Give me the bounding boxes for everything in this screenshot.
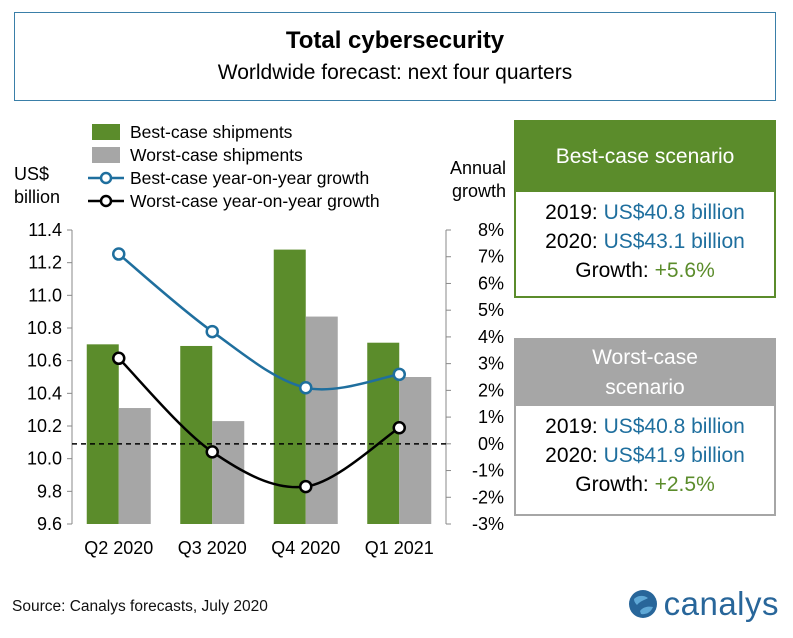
left-tick-label: 9.6	[37, 514, 62, 534]
bar-best-0	[86, 344, 119, 524]
worst-case-2020: 2020: US$41.9 billion	[516, 441, 774, 470]
worst-case-2020-value: US$41.9 billion	[603, 444, 745, 467]
y2-axis-label-line2: growth	[452, 181, 506, 201]
growth-line-best	[117, 253, 400, 391]
legend-label: Best-case shipments	[130, 122, 293, 142]
legend-label: Best-case year-on-year growth	[130, 168, 369, 188]
growth-point-worst-0	[112, 351, 126, 366]
x-tick-label: Q1 2021	[365, 538, 434, 558]
canalys-logo: canalys	[628, 585, 779, 623]
legend-marker	[99, 194, 113, 208]
worst-case-growth-value: +2.5%	[654, 473, 715, 496]
right-tick-label: 7%	[478, 247, 504, 267]
best-case-2019-label: 2019:	[545, 201, 604, 224]
right-tick-label: 2%	[478, 380, 504, 400]
left-tick-label: 10.8	[27, 318, 62, 338]
chart-title: Total cybersecurity	[285, 27, 505, 54]
best-case-growth-value: +5.6%	[654, 259, 715, 282]
growth-point-best-3	[392, 367, 406, 382]
best-case-header: Best-case scenario	[516, 122, 774, 192]
bar-worst-1	[212, 421, 245, 524]
source-note: Source: Canalys forecasts, July 2020	[12, 598, 268, 615]
left-tick-label: 11.2	[28, 253, 62, 273]
worst-case-growth: Growth: +2.5%	[516, 470, 774, 499]
left-tick-label: 10.6	[27, 351, 62, 371]
growth-point-best-0	[112, 247, 126, 261]
chart-subtitle: Worldwide forecast: next four quarters	[217, 61, 573, 84]
right-tick-label: 6%	[478, 273, 504, 293]
left-tick-label: 10.0	[27, 449, 62, 469]
right-tick-label: 3%	[478, 354, 504, 374]
legend-swatch	[92, 124, 120, 140]
bar-best-1	[180, 345, 213, 524]
globe-icon	[628, 590, 657, 618]
best-case-2020-label: 2020:	[545, 230, 604, 253]
worst-case-2019-label: 2019:	[545, 415, 604, 438]
best-case-growth: Growth: +5.6%	[516, 256, 774, 285]
x-tick-label: Q4 2020	[271, 538, 340, 558]
best-case-2019: 2019: US$40.8 billion	[516, 198, 774, 227]
growth-point-best-2	[299, 380, 313, 395]
legend-marker	[99, 171, 113, 185]
right-tick-label: 0%	[478, 434, 504, 454]
chart: 11.4 11.2 11.0 10.8 10.6 10.4 10.2 10.0 9.8 9.6 8%…	[14, 122, 506, 558]
y-axis-label-line2: billion	[14, 187, 60, 207]
growth-line-worst	[117, 357, 400, 489]
growth-point-worst-1	[205, 445, 219, 459]
worst-case-panel: Worst-case scenario 2019: US$40.8 billio…	[514, 338, 776, 516]
legend-label: Worst-case year-on-year growth	[130, 191, 380, 211]
best-case-panel: Best-case scenario 2019: US$40.8 billion…	[514, 120, 776, 298]
best-case-growth-label: Growth:	[575, 259, 655, 282]
left-tick-label: 10.2	[27, 416, 62, 436]
growth-point-worst-2	[299, 479, 313, 494]
right-tick-label: 1%	[478, 407, 504, 427]
right-tick-label: 4%	[478, 327, 504, 347]
y2-axis-label-line1: Annual	[450, 158, 506, 178]
bar-worst-2	[305, 316, 338, 524]
legend-swatch	[92, 147, 120, 163]
left-tick-label: 10.4	[27, 383, 62, 403]
best-case-2019-value: US$40.8 billion	[603, 201, 745, 224]
logo-wordmark: canalys	[663, 585, 779, 622]
title-box: Total cybersecurity Worldwide forecast: …	[14, 12, 776, 101]
right-tick-label: 5%	[478, 300, 504, 320]
worst-case-header: Worst-case scenario	[516, 340, 774, 406]
right-tick-label: -1%	[472, 461, 504, 481]
right-tick-label: 8%	[478, 220, 504, 240]
bar-worst-0	[118, 408, 151, 524]
bar-worst-3	[399, 377, 432, 524]
worst-case-2020-label: 2020:	[545, 444, 604, 467]
worst-case-2019: 2019: US$40.8 billion	[516, 412, 774, 441]
x-tick-label: Q2 2020	[84, 538, 153, 558]
left-tick-label: 11.4	[28, 220, 62, 240]
best-case-2020-value: US$43.1 billion	[603, 230, 745, 253]
left-tick-label: 9.8	[37, 481, 62, 501]
legend-label: Worst-case shipments	[130, 145, 303, 165]
growth-point-best-1	[205, 324, 219, 339]
left-tick-label: 11.0	[28, 285, 62, 305]
right-tick-label: -3%	[472, 514, 504, 534]
x-tick-label: Q3 2020	[178, 538, 247, 558]
right-tick-label: -2%	[472, 487, 504, 507]
best-case-2020: 2020: US$43.1 billion	[516, 227, 774, 256]
growth-point-worst-3	[392, 421, 406, 435]
y-axis-label-line1: US$	[14, 164, 49, 184]
worst-case-growth-label: Growth:	[575, 473, 655, 496]
worst-case-2019-value: US$40.8 billion	[603, 415, 745, 438]
